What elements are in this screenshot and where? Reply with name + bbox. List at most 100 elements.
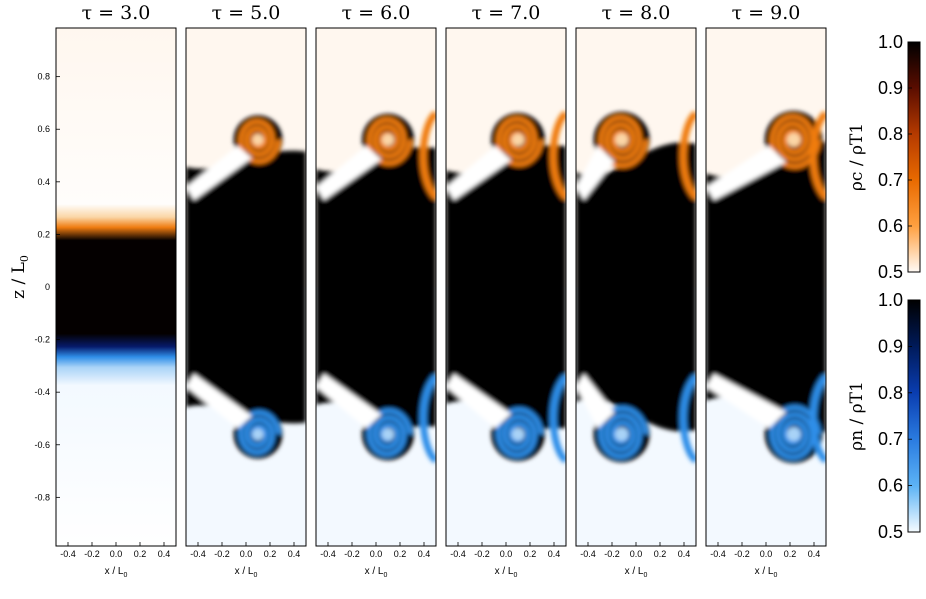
x-tick-label: 0.0 bbox=[240, 549, 253, 559]
colorbar-label: ρc / ρT1 bbox=[847, 123, 867, 191]
panel-title: τ = 3.0 bbox=[82, 2, 151, 24]
x-axis-label: x / L0 bbox=[105, 566, 128, 579]
colorbar-tick-label: 0.5 bbox=[878, 522, 903, 542]
panel-5: τ = 8.0 -0.4 -0.2 0.0 0.2 0.4 x / L0 bbox=[575, 2, 697, 579]
lower-vortex-spiral bbox=[366, 408, 413, 457]
panel-2: τ = 5.0 -0.4 -0.2 0.0 0.2 0.4 x / L0 bbox=[185, 2, 307, 579]
panel-3: τ = 6.0 -0.4 -0.2 0.0 0.2 0.4 x / L0 bbox=[315, 2, 437, 579]
x-tick-label: -0.2 bbox=[474, 549, 490, 559]
x-tick-label: 0.2 bbox=[134, 549, 147, 559]
panel-title: τ = 6.0 bbox=[342, 2, 411, 24]
colorbar-tick-label: 0.6 bbox=[878, 476, 903, 496]
upper-vortex-spiral bbox=[495, 116, 544, 167]
x-tick-label: 0.0 bbox=[760, 549, 773, 559]
panel-4: τ = 7.0 -0.4 -0.2 0.0 0.2 0.4 x / L0 bbox=[445, 2, 567, 579]
colorbar-tick-label: 0.6 bbox=[878, 216, 903, 236]
y-tick-label: 0.2 bbox=[37, 229, 50, 239]
x-axis-label: x / L0 bbox=[495, 566, 518, 579]
upper-vortex-eye bbox=[252, 134, 264, 146]
panel-title: τ = 9.0 bbox=[732, 2, 801, 24]
lower-vortex-eye bbox=[381, 428, 395, 441]
upper-vortex-eye bbox=[614, 133, 629, 147]
lower-tongue bbox=[446, 373, 512, 429]
colorbar-tick-label: 0.7 bbox=[878, 170, 903, 190]
dense-core bbox=[316, 147, 436, 427]
panel-image bbox=[706, 28, 826, 546]
dense-core bbox=[186, 150, 306, 424]
y-axis: 0.8 0.6 0.4 0.2 0 -0.2 -0.4 -0.6 -0.8 z / L0 bbox=[9, 72, 60, 502]
x-tick-label: 0.4 bbox=[548, 549, 561, 559]
vortex-structures bbox=[706, 110, 826, 464]
x-tick-label: -0.4 bbox=[580, 549, 596, 559]
upper-tongue bbox=[186, 145, 252, 201]
x-tick-label: 0.0 bbox=[500, 549, 513, 559]
colorbar-tick-label: 1.0 bbox=[878, 290, 903, 310]
x-tick-label: -0.2 bbox=[84, 549, 100, 559]
x-tick-label: -0.4 bbox=[710, 549, 726, 559]
lower-edge-roll bbox=[809, 373, 826, 464]
x-tick-label: -0.4 bbox=[320, 549, 336, 559]
y-tick-label: 0.6 bbox=[37, 124, 50, 134]
panel-title: τ = 5.0 bbox=[212, 2, 281, 24]
colorbars-group: 1.0 0.9 0.8 0.7 0.6 0.5 ρc / ρT1 1.0 0.9 0.8 0.7 0.… bbox=[847, 32, 921, 542]
x-tick-label: 0.2 bbox=[394, 549, 407, 559]
x-tick-label: 0.2 bbox=[654, 549, 667, 559]
dense-core bbox=[576, 142, 696, 432]
panel-image bbox=[316, 28, 436, 546]
x-tick-label: 0.4 bbox=[678, 549, 691, 559]
x-tick-label: -0.2 bbox=[344, 549, 360, 559]
upper-vortex-eye bbox=[381, 133, 395, 146]
colorbar-label: ρn / ρT1 bbox=[847, 381, 867, 451]
upper-tongue bbox=[446, 145, 512, 201]
colorbar-tick-label: 0.9 bbox=[878, 336, 903, 356]
x-tick-label: 0.0 bbox=[630, 549, 643, 559]
upper-vortex-spiral bbox=[366, 117, 413, 166]
upper-edge-roll bbox=[679, 110, 696, 201]
vortex-structures bbox=[446, 110, 566, 464]
lower-vortex-eye bbox=[511, 427, 525, 441]
colorbar-scale bbox=[907, 41, 921, 273]
x-tick-label: -0.4 bbox=[60, 549, 76, 559]
upper-edge-roll bbox=[419, 110, 436, 201]
colorbar-1: 1.0 0.9 0.8 0.7 0.6 0.5 ρc / ρT1 bbox=[847, 32, 921, 282]
lower-tongue bbox=[186, 373, 252, 429]
y-tick-label: -0.8 bbox=[34, 492, 50, 502]
y-tick-label: 0.4 bbox=[37, 177, 50, 187]
panels-group: τ = 3.0 -0.4 -0.2 0.0 0.2 0.4 x / L0 τ = 5.0 -0.… bbox=[55, 2, 827, 579]
panel-image bbox=[56, 28, 176, 546]
x-tick-label: 0.4 bbox=[288, 549, 301, 559]
x-tick-label: -0.2 bbox=[214, 549, 230, 559]
upper-tongue bbox=[316, 145, 382, 201]
lower-edge-roll bbox=[549, 373, 566, 464]
vortex-structures bbox=[186, 115, 306, 459]
panel-title: τ = 7.0 bbox=[472, 2, 541, 24]
colorbar-tick-label: 1.0 bbox=[878, 32, 903, 52]
y-axis-label: z / L0 bbox=[9, 255, 31, 299]
upper-vortex-eye bbox=[511, 133, 525, 147]
colorbar-tick-label: 0.8 bbox=[878, 383, 903, 403]
upper-vortex-eye bbox=[786, 132, 801, 147]
colorbar-tick-label: 0.7 bbox=[878, 429, 903, 449]
x-tick-label: 0.4 bbox=[418, 549, 431, 559]
dense-core bbox=[446, 145, 566, 429]
x-axis-label: x / L0 bbox=[235, 566, 258, 579]
colorbar-tick-label: 0.5 bbox=[878, 262, 903, 282]
vortex-structures bbox=[316, 110, 436, 464]
lower-vortex-spiral bbox=[495, 407, 544, 458]
panel-1: τ = 3.0 -0.4 -0.2 0.0 0.2 0.4 x / L0 bbox=[55, 2, 177, 579]
x-tick-label: 0.2 bbox=[264, 549, 277, 559]
lower-tongue bbox=[316, 373, 382, 429]
lower-edge-roll bbox=[419, 373, 436, 464]
dense-core bbox=[706, 140, 826, 434]
colorbar-scale bbox=[907, 299, 921, 533]
vortex-structures bbox=[576, 110, 696, 464]
y-tick-label: 0.8 bbox=[37, 72, 50, 82]
density-field bbox=[56, 28, 176, 546]
panel-image bbox=[576, 28, 696, 546]
x-tick-label: 0.4 bbox=[158, 549, 171, 559]
upper-tongue bbox=[706, 145, 787, 201]
x-tick-label: 0.0 bbox=[110, 549, 123, 559]
colorbar-2: 1.0 0.9 0.8 0.7 0.6 0.5 ρn / ρT1 bbox=[847, 290, 921, 542]
lower-edge-roll bbox=[679, 373, 696, 464]
